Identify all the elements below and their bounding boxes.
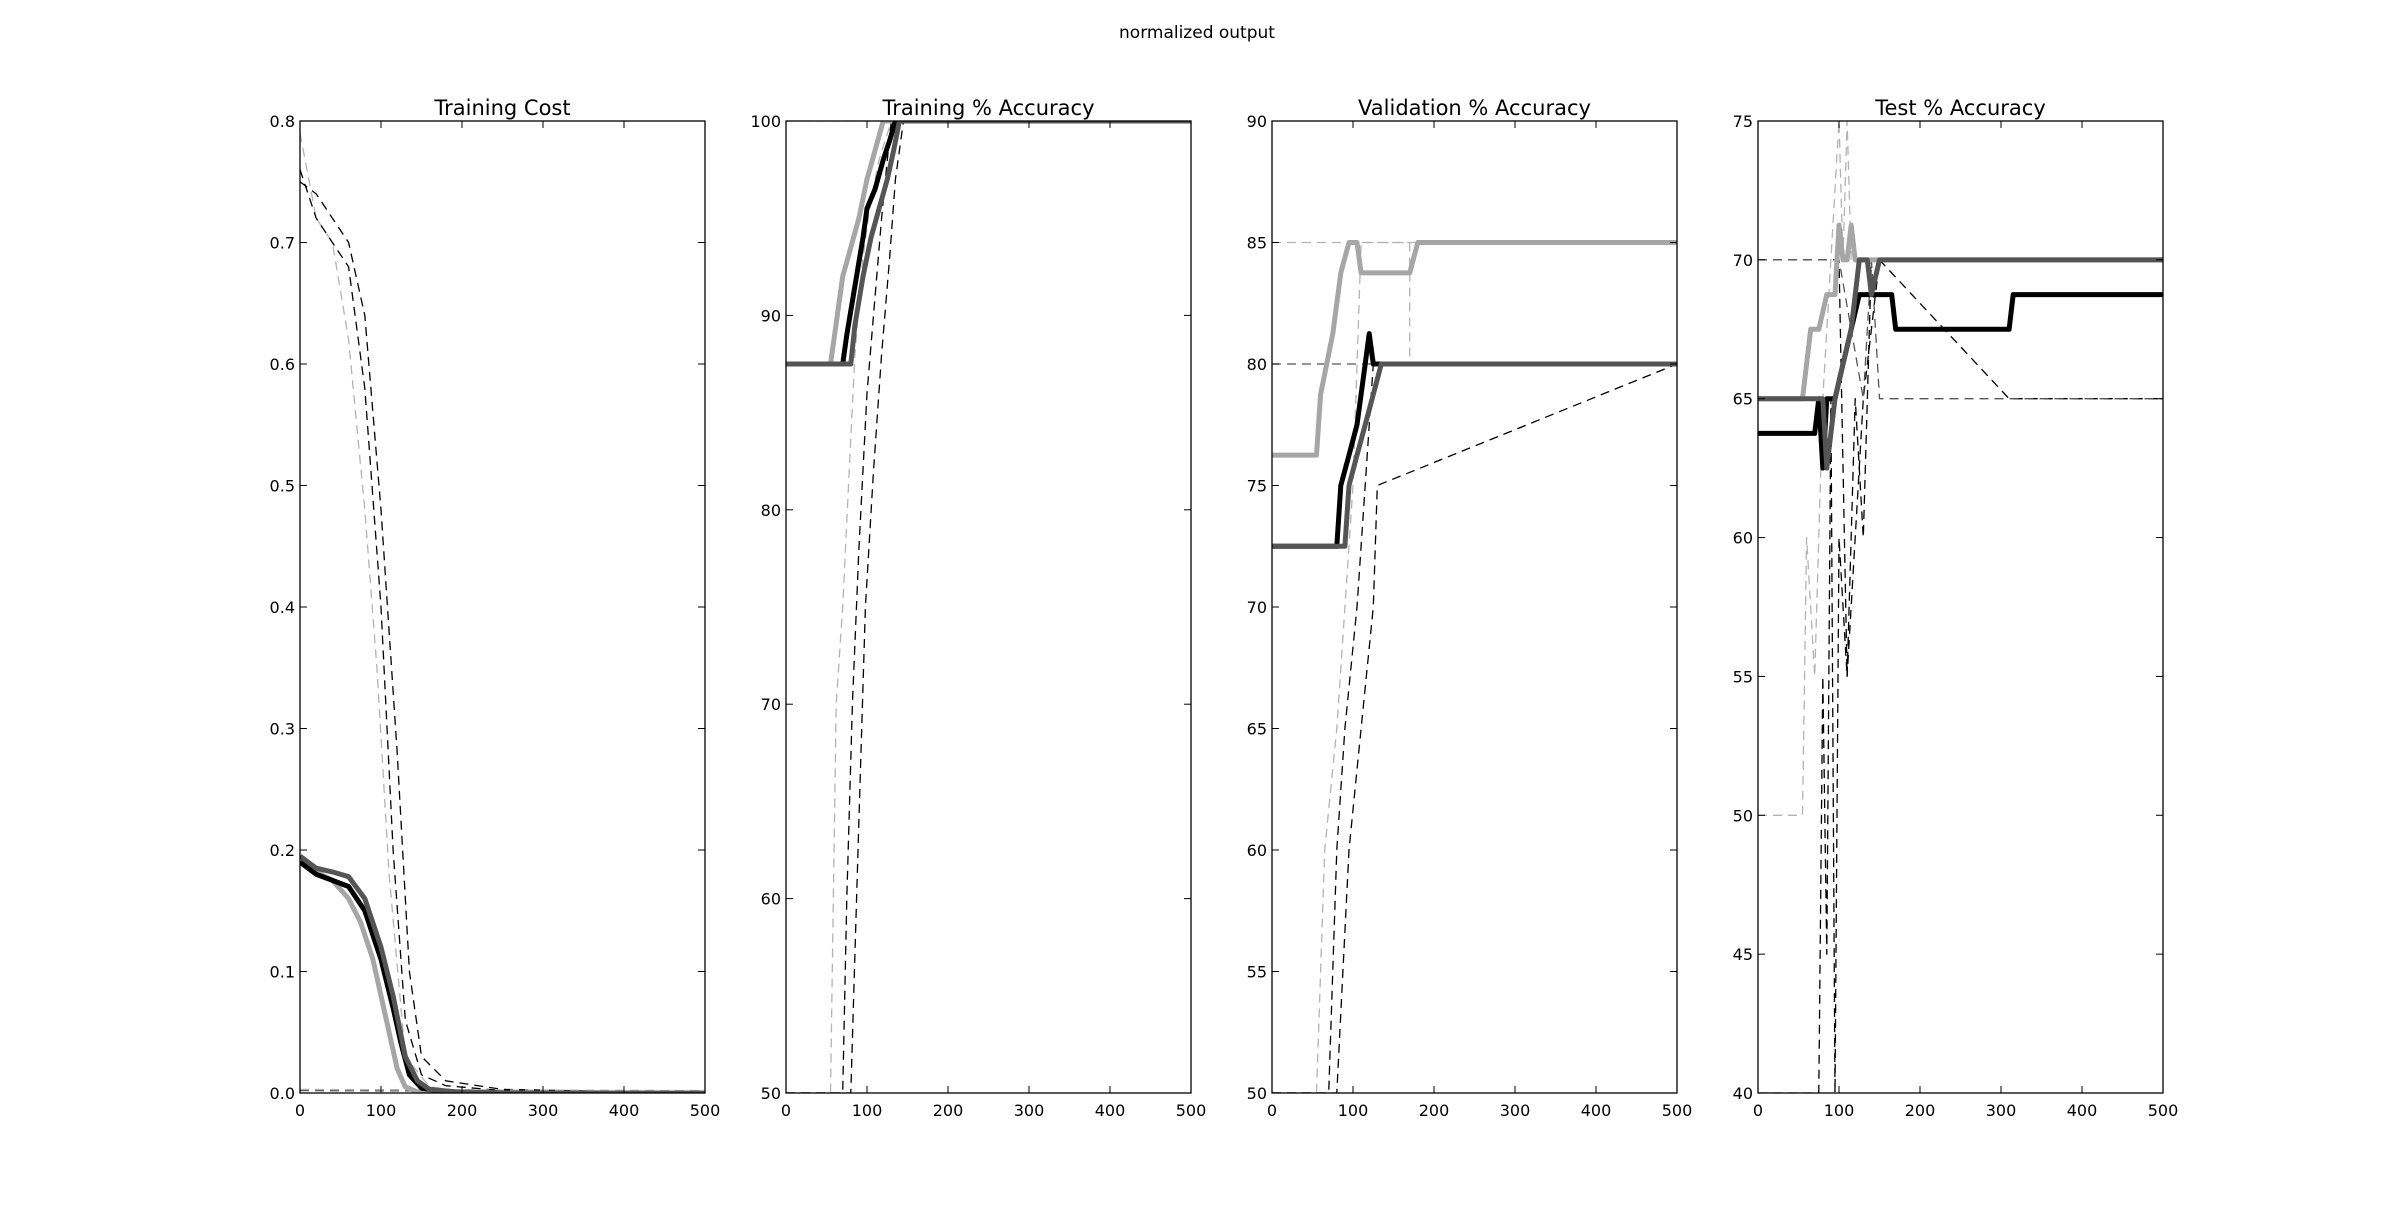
x-tick-label: 200 <box>447 1101 478 1120</box>
y-tick-label: 65 <box>1247 720 1267 739</box>
dashed-series-line <box>1272 241 1677 1093</box>
x-tick-label: 300 <box>1500 1101 1531 1120</box>
x-tick-label: 200 <box>933 1101 964 1120</box>
solid-series-line <box>300 854 705 1093</box>
subplot-title: Test % Accuracy <box>1874 96 2046 120</box>
subplot-title: Validation % Accuracy <box>1358 96 1591 120</box>
y-tick-label: 40 <box>1733 1084 1753 1103</box>
x-tick-label: 200 <box>1419 1101 1450 1120</box>
subplot-1: 0 100 200 300 400 500 0.0 0.1 0.2 0.3 0.4 0.5 0.6 0.7… <box>270 96 721 1120</box>
dashed-series-line <box>786 121 1191 1093</box>
x-tick-label: 100 <box>1824 1101 1855 1120</box>
y-tick-label: 75 <box>1247 477 1267 496</box>
y-tick-label: 0.6 <box>270 355 295 374</box>
subplot-panels: 0 100 200 300 400 5000.00.10.20.30.40.50.60.7… <box>270 96 2179 1120</box>
x-tick-label: 300 <box>1014 1101 1045 1120</box>
solid-series-line <box>786 121 1191 367</box>
y-tick-label: 50 <box>1733 806 1753 825</box>
x-tick-label: 500 <box>2148 1101 2179 1120</box>
x-tick-label: 0 <box>295 1101 305 1120</box>
x-tick-label: 500 <box>690 1101 721 1120</box>
y-tick-label: 0.0 <box>270 1084 295 1103</box>
y-tick-label: 70 <box>1733 251 1753 270</box>
axes-frame <box>1757 120 2164 1094</box>
x-tick-label: 300 <box>528 1101 559 1120</box>
y-tick-label: 0.5 <box>270 477 295 496</box>
y-tick-label: 65 <box>1733 390 1753 409</box>
dashed-series-line <box>300 1088 705 1092</box>
y-tick-label: 60 <box>1247 841 1267 860</box>
solid-series-line <box>1758 222 2163 402</box>
y-tick-label: 85 <box>1247 234 1267 253</box>
dashed-series-line <box>300 169 705 1093</box>
dashed-series-line <box>1758 259 2163 1093</box>
x-tick-label: 100 <box>852 1101 883 1120</box>
series-group <box>786 121 1191 1093</box>
axes-frame <box>785 120 1192 1094</box>
y-tick-label: 75 <box>1733 112 1753 131</box>
y-tick-label: 60 <box>761 890 781 909</box>
y-tick-label: 0.3 <box>270 720 295 739</box>
x-tick-label: 400 <box>1581 1101 1612 1120</box>
x-tick-label: 400 <box>609 1101 640 1120</box>
dashed-series-line <box>786 121 1191 1093</box>
y-tick-label: 80 <box>1247 355 1267 374</box>
subplot-title: Training Cost <box>433 96 570 120</box>
y-tick-label: 70 <box>1247 598 1267 617</box>
solid-series-line <box>1272 240 1677 458</box>
x-tick-label: 400 <box>1095 1101 1126 1120</box>
series-group <box>1758 121 2163 1093</box>
y-tick-label: 55 <box>1733 667 1753 686</box>
solid-series-line <box>786 121 1191 367</box>
solid-series-line <box>1758 257 2163 471</box>
y-tick-label: 70 <box>761 695 781 714</box>
dashed-series-line <box>1272 363 1677 1093</box>
x-tick-label: 400 <box>2067 1101 2098 1120</box>
x-tick-label: 0 <box>1267 1101 1277 1120</box>
solid-series-line <box>1272 361 1677 549</box>
solid-series-line <box>1272 331 1677 549</box>
y-tick-label: 0.4 <box>270 598 295 617</box>
x-tick-label: 500 <box>1662 1101 1693 1120</box>
solid-series-line <box>786 121 1191 367</box>
dashed-series-line <box>786 121 1191 1093</box>
x-tick-label: 0 <box>781 1101 791 1120</box>
y-tick-label: 90 <box>761 306 781 325</box>
series-group <box>300 132 705 1093</box>
x-tick-label: 200 <box>1905 1101 1936 1120</box>
subplot-4: 0 100 200 300 400 500 40 45 50 55 60 65 70 75 Test % A… <box>1733 96 2179 1120</box>
x-tick-label: 500 <box>1176 1101 1207 1120</box>
y-tick-label: 50 <box>761 1084 781 1103</box>
dashed-series-line <box>1758 259 2163 400</box>
dashed-series-line <box>1758 121 2163 816</box>
y-tick-label: 80 <box>761 501 781 520</box>
y-tick-label: 55 <box>1247 963 1267 982</box>
y-tick-label: 0.7 <box>270 234 295 253</box>
y-tick-label: 45 <box>1733 945 1753 964</box>
x-tick-label: 100 <box>366 1101 397 1120</box>
figure-suptitle: normalized output <box>1119 23 1275 43</box>
subplot-3: 0 100 200 300 400 500 50 55 60 65 70 75 80 85 90 Valida… <box>1247 96 1693 1120</box>
y-tick-label: 100 <box>750 112 781 131</box>
y-tick-label: 60 <box>1733 529 1753 548</box>
y-tick-label: 0.1 <box>270 963 295 982</box>
dashed-series-line <box>300 181 705 1093</box>
y-tick-label: 90 <box>1247 112 1267 131</box>
dashed-series-line <box>1758 259 2163 678</box>
y-tick-label: 0.2 <box>270 841 295 860</box>
x-tick-label: 0 <box>1753 1101 1763 1120</box>
series-group <box>1272 240 1677 1093</box>
x-tick-label: 100 <box>1338 1101 1369 1120</box>
y-tick-label: 0.8 <box>270 112 295 131</box>
x-tick-label: 300 <box>1986 1101 2017 1120</box>
subplot-2: 0 100 200 300 400 500 50 60 70 80 90 100 Training % … <box>750 96 1206 1120</box>
y-tick-label: 50 <box>1247 1084 1267 1103</box>
subplot-title: Training % Accuracy <box>881 96 1094 120</box>
